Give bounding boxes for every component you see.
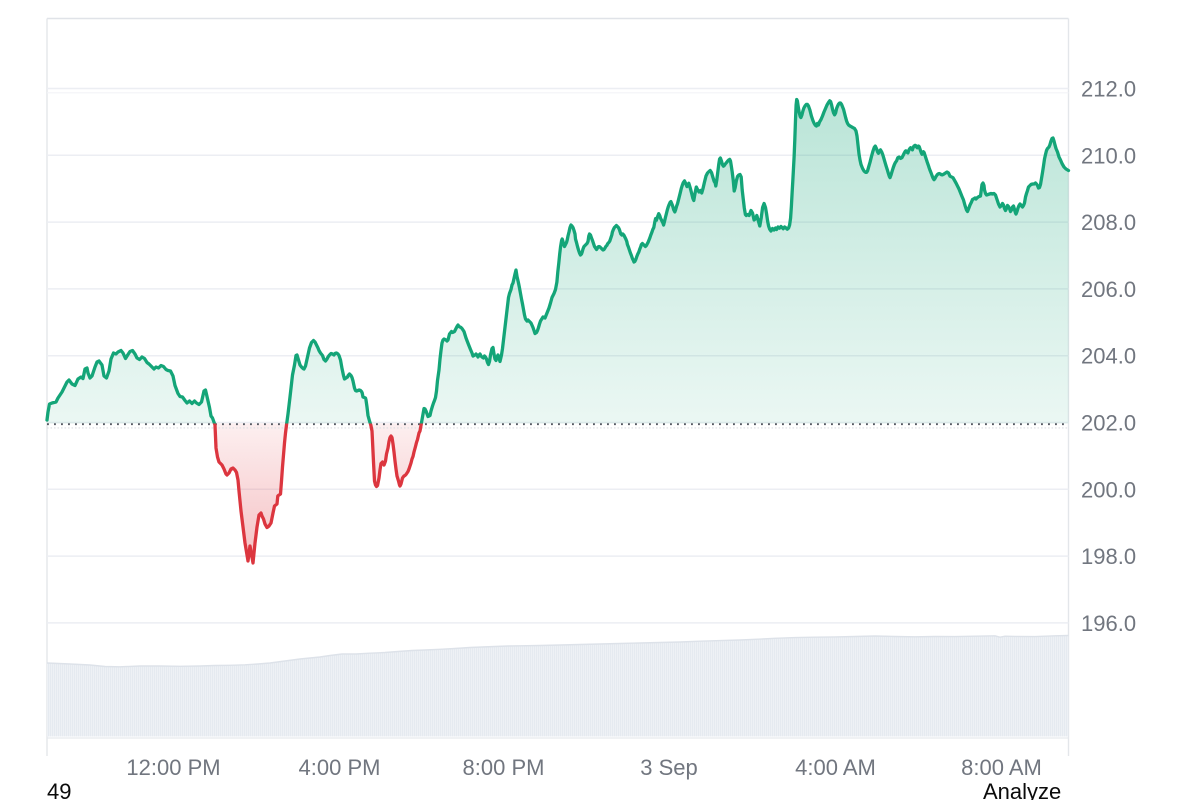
svg-text:8:00 PM: 8:00 PM xyxy=(463,755,545,780)
svg-text:8:00 AM: 8:00 AM xyxy=(961,755,1042,780)
svg-text:198.0: 198.0 xyxy=(1081,544,1136,569)
svg-text:202.0: 202.0 xyxy=(1081,411,1136,436)
svg-text:200.0: 200.0 xyxy=(1081,477,1136,502)
svg-text:210.0: 210.0 xyxy=(1081,143,1136,168)
svg-text:206.0: 206.0 xyxy=(1081,277,1136,302)
svg-text:208.0: 208.0 xyxy=(1081,210,1136,235)
svg-text:12:00 PM: 12:00 PM xyxy=(126,755,220,780)
svg-text:49: 49 xyxy=(47,779,71,800)
svg-text:4:00 AM: 4:00 AM xyxy=(795,755,876,780)
svg-text:3 Sep: 3 Sep xyxy=(640,755,698,780)
svg-text:4:00 PM: 4:00 PM xyxy=(299,755,381,780)
svg-text:Analyze: Analyze xyxy=(983,779,1061,800)
svg-text:204.0: 204.0 xyxy=(1081,344,1136,369)
svg-text:196.0: 196.0 xyxy=(1081,611,1136,636)
svg-text:212.0: 212.0 xyxy=(1081,77,1136,102)
